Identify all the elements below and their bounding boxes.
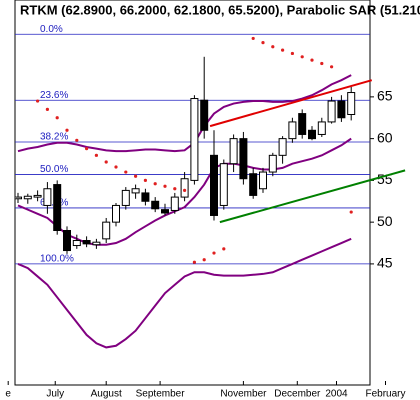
trendline [219, 169, 406, 224]
candle-body [15, 196, 22, 200]
sar-dot [114, 165, 118, 169]
sar-dot [36, 99, 40, 103]
candle-body [33, 194, 42, 198]
candle-body [219, 163, 228, 206]
candle-body [239, 138, 248, 180]
candle-body [92, 241, 101, 246]
candle-body [102, 221, 111, 240]
candle-body [63, 229, 71, 252]
candle-body [288, 121, 297, 140]
candle-body [141, 192, 150, 202]
sar-dot [281, 48, 285, 52]
x-tick-label: September [136, 389, 186, 400]
sar-dot [143, 178, 147, 182]
fib-label: 0.0% [40, 24, 63, 35]
sar-dot [261, 40, 265, 45]
candle-body [308, 129, 316, 140]
sar-dot [45, 107, 50, 112]
candle-body [259, 171, 267, 190]
sar-dot [94, 153, 98, 157]
candle-body [337, 100, 346, 119]
x-tick-label: February [365, 389, 405, 400]
sar-dot [55, 116, 59, 120]
sar-dot [124, 170, 128, 174]
x-tick-label: December [274, 389, 321, 400]
candle-body [249, 173, 258, 196]
candle-body [180, 178, 189, 198]
sar-dot [85, 147, 89, 151]
band-line [17, 237, 352, 349]
chart-title: RTKM (62.8900, 66.2000, 62.1800, 65.5200… [20, 2, 420, 17]
candle-body [121, 189, 130, 206]
sar-dot [192, 260, 196, 264]
sar-dot [222, 247, 226, 251]
sar-dot [104, 160, 108, 164]
y-tick-label: 50 [377, 213, 393, 229]
x-tick-label: July [46, 389, 64, 400]
x-tick-label: November [220, 389, 267, 400]
sar-dot [183, 188, 187, 193]
x-tick-label: August [91, 389, 122, 400]
sar-dot [212, 251, 216, 255]
sar-dot [202, 258, 206, 262]
sar-dot [300, 55, 304, 59]
x-tick-label: 2004 [325, 389, 348, 400]
sar-dot [65, 128, 69, 132]
y-tick-label: 60 [377, 129, 393, 145]
sar-dot [75, 138, 79, 142]
candle-body [131, 188, 140, 194]
candle-body [317, 121, 326, 135]
band-line [17, 137, 352, 246]
plot-frame [14, 0, 371, 386]
sar-dot [349, 210, 353, 214]
trendline [209, 79, 373, 128]
x-tick-label: e [5, 389, 11, 400]
fib-label: 23.6% [40, 90, 68, 101]
fib-label: 50.0% [40, 164, 68, 175]
sar-dot [173, 187, 177, 191]
candle-body [298, 113, 307, 135]
candle-body [43, 188, 52, 206]
sar-dot [153, 182, 157, 186]
candle-body [53, 184, 62, 231]
candle-body [72, 240, 81, 247]
sar-dot [271, 45, 275, 49]
plot-layer: 0.0%23.6%38.2%50.0%61.8%100.0% [15, 24, 370, 349]
sar-dot [163, 184, 167, 188]
candle-body [278, 138, 287, 156]
sar-dot [320, 61, 324, 66]
y-tick-label: 65 [377, 88, 393, 104]
fib-label: 100.0% [40, 254, 74, 265]
candle-body [327, 100, 336, 123]
candle-body [170, 196, 179, 211]
sar-dot [134, 174, 138, 178]
candle-body [151, 200, 160, 210]
candle-body [23, 195, 32, 200]
sar-dot [310, 58, 314, 62]
sar-dot [290, 51, 294, 56]
sar-dot [251, 36, 255, 41]
candle-body [82, 240, 91, 245]
candle-body [190, 98, 199, 181]
candle-body [210, 154, 218, 216]
candle-body [229, 138, 238, 165]
candle-body [112, 204, 120, 223]
fib-label: 38.2% [40, 132, 68, 143]
band-line [17, 74, 352, 153]
candle-body [347, 92, 356, 115]
candle-body [161, 209, 169, 214]
candle-body [200, 99, 209, 131]
sar-dot [330, 65, 334, 69]
y-tick-label: 45 [377, 255, 393, 271]
candle-body [268, 154, 277, 173]
